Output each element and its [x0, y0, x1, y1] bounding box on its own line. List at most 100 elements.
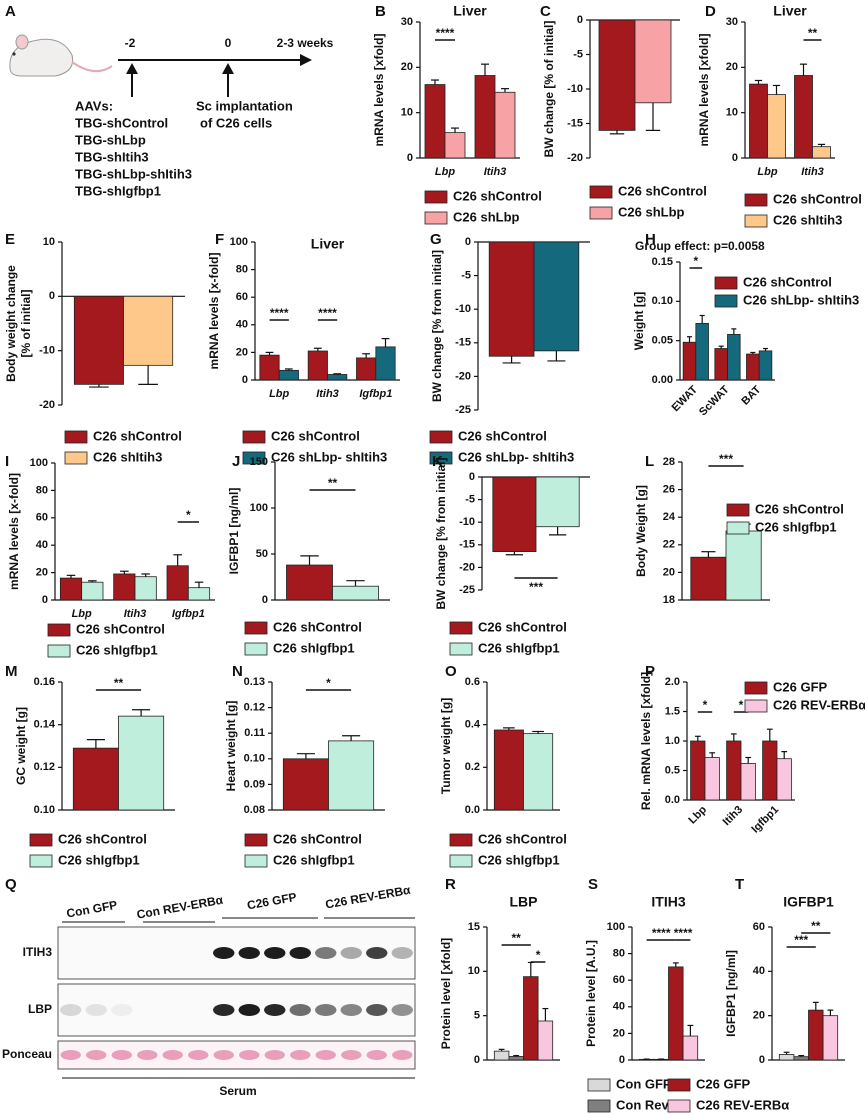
- chart-title: ITIH3: [651, 894, 685, 910]
- bar: [282, 758, 329, 811]
- bar: [118, 715, 165, 811]
- chart-title: LBP: [510, 894, 538, 910]
- significance-label: *: [739, 698, 744, 712]
- band: [188, 1050, 209, 1060]
- significance-label: *: [326, 676, 331, 690]
- bar: [59, 577, 83, 601]
- band: [85, 1004, 107, 1016]
- bar: [259, 354, 280, 381]
- arrowhead: [222, 63, 234, 74]
- band: [239, 1050, 260, 1060]
- legend-label: C26 REV-ERBα: [773, 697, 865, 712]
- x-tick-label: Itih3: [124, 608, 147, 620]
- y-tick-label: 0: [619, 1054, 625, 1066]
- y-axis-label: Body Weight [g]: [634, 485, 648, 577]
- y-tick-label: 0.10: [652, 295, 673, 307]
- legend-label: C26 shIgfbp1: [58, 852, 140, 867]
- panel-q: Q Con GFP Con REV-ERBα C26 GFP C26 REV-E…: [2, 876, 416, 1098]
- legend-swatch: [449, 621, 473, 635]
- y-tick-label: 60: [753, 921, 765, 933]
- y-tick-label: 0.6: [465, 676, 480, 688]
- y-tick-label: 0.5: [665, 764, 680, 776]
- y-tick-label: 30: [401, 16, 413, 28]
- significance-label: *: [186, 508, 191, 522]
- bar: [474, 75, 496, 159]
- sample-label: Serum: [219, 1084, 256, 1098]
- timeline-label: -2: [125, 36, 136, 50]
- y-tick-label: -10: [567, 83, 583, 95]
- x-tick-label: Lbp: [435, 166, 455, 178]
- aav-item: TBG-shLbp-shItih3: [75, 166, 192, 181]
- bar: [822, 1015, 839, 1061]
- legend-label: Con Rev: [616, 1097, 670, 1112]
- significance-label: **: [811, 919, 821, 933]
- bar: [762, 740, 778, 801]
- band: [162, 1050, 183, 1060]
- y-tick-label: -15: [459, 539, 475, 551]
- legend-swatch: [429, 430, 453, 444]
- group-label: C26 REV-ERBα: [324, 883, 412, 912]
- y-axis-label: BW change [% of initial]: [542, 21, 556, 158]
- aav-item: TBG-shControl: [75, 115, 168, 130]
- legend-label: C26 shControl: [458, 428, 547, 443]
- bar: [725, 530, 762, 601]
- y-tick-label: -10: [39, 345, 55, 357]
- legend-swatch: [449, 833, 473, 847]
- panel-label: B: [375, 3, 386, 20]
- y-tick-label: 28: [663, 456, 675, 468]
- legend-swatch: [244, 621, 268, 635]
- y-axis-label: Protein level [A.U.]: [584, 940, 598, 1047]
- group-label: C26 GFP: [246, 890, 298, 912]
- panel-label: E: [5, 231, 15, 248]
- x-tick-label: Itih3: [484, 166, 507, 178]
- bar: [424, 84, 446, 159]
- row-label: ITIH3: [23, 945, 53, 959]
- y-axis-label: mRNA levels [x-fold]: [207, 253, 221, 370]
- bar: [727, 333, 741, 381]
- bar: [682, 341, 697, 381]
- legend-label: C26 shControl: [773, 191, 862, 206]
- y-tick-label: 0.10: [34, 804, 55, 816]
- implantation-text: of C26 cells: [200, 115, 272, 130]
- x-tick-label: Igfbp1: [172, 608, 205, 620]
- band: [315, 1050, 336, 1060]
- x-tick-label: EWAT: [670, 383, 701, 414]
- legend-swatch: [589, 185, 613, 199]
- panel-label: F: [215, 231, 224, 248]
- legend-swatch: [424, 190, 448, 204]
- y-tick-label: 0.2: [465, 761, 480, 773]
- bar: [776, 758, 792, 801]
- bar: [81, 581, 104, 601]
- bar: [726, 740, 742, 801]
- band: [213, 1050, 234, 1060]
- legend-label: C26 shLbp- shItih3: [743, 292, 859, 307]
- chart-title: Liver: [311, 236, 345, 252]
- bar: [740, 763, 756, 801]
- y-axis-label: GC weight [g]: [14, 707, 28, 785]
- timeline-arrowhead: [300, 54, 312, 66]
- band: [341, 1050, 362, 1060]
- significance-label: *: [693, 254, 698, 268]
- legend-swatch: [714, 276, 738, 290]
- band: [289, 947, 311, 959]
- mouse-ear: [15, 34, 29, 50]
- bar: [746, 353, 760, 381]
- y-axis-label: Heart weight [g]: [224, 701, 238, 792]
- y-tick-label: 30: [726, 16, 738, 28]
- y-tick-label: -20: [39, 399, 55, 411]
- row-label: LBP: [28, 1002, 52, 1016]
- y-axis-label: Rel. mRNA levels [xfold]: [639, 672, 653, 810]
- x-tick-label: Itih3: [721, 804, 745, 828]
- y-tick-label: 0.11: [244, 727, 265, 739]
- x-tick-label: Igfbp1: [749, 804, 781, 836]
- significance-label: *: [536, 948, 541, 962]
- y-tick-label: 40: [236, 319, 248, 331]
- y-tick-label: -20: [567, 152, 583, 164]
- panel-label: S: [588, 876, 598, 893]
- bar: [668, 966, 684, 1061]
- y-tick-label: 20: [726, 61, 738, 73]
- timeline-label: 0: [225, 36, 232, 50]
- legend-label: C26 shControl: [618, 183, 707, 198]
- bar: [113, 573, 136, 601]
- band: [264, 947, 286, 959]
